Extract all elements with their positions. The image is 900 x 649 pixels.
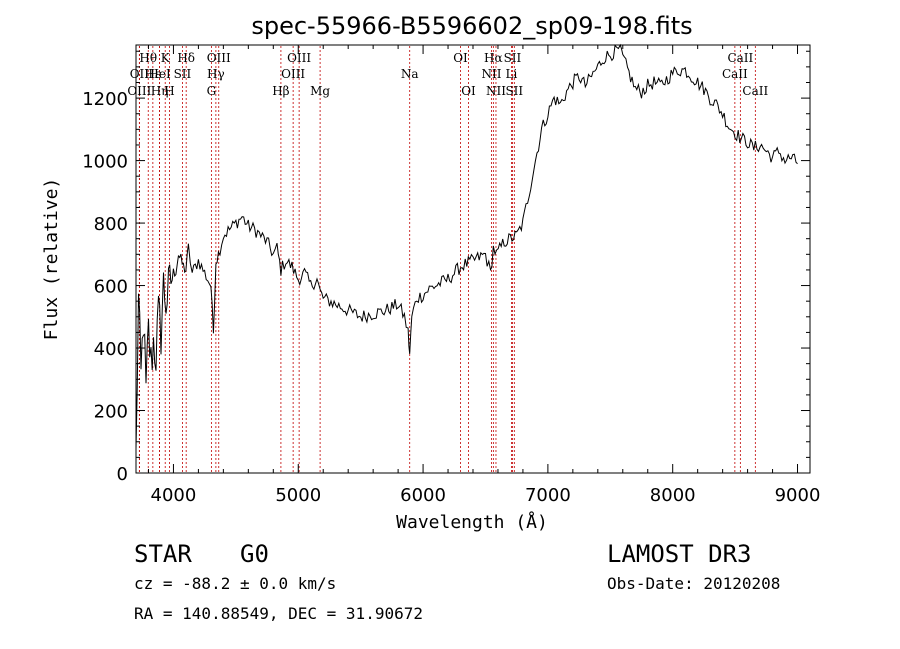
line-label-h: H	[164, 84, 174, 98]
y-tick-label: 800	[94, 214, 128, 235]
line-label-hγ: Hγ	[207, 67, 225, 81]
y-tick-label: 200	[94, 402, 128, 423]
y-axis-ticks: 0 200 400 600 800 1000 1200	[82, 50, 810, 485]
line-label-li: Li	[506, 67, 518, 81]
line-label-hα: Hα	[484, 51, 503, 65]
line-label-hθ: Hθ	[139, 51, 157, 65]
x-axis-label: Wavelength (Å)	[396, 511, 548, 533]
x-axis-ticks: 4000 5000 6000 7000 8000 9000	[147, 45, 821, 506]
object-class: STAR	[134, 540, 192, 568]
sky-coordinates: RA = 140.88549, DEC = 31.90672	[134, 604, 423, 623]
line-label-sii: SII	[174, 67, 192, 81]
line-label-hη: Hη	[151, 84, 169, 98]
line-label-hei: HeI	[148, 67, 171, 81]
line-label-mg: Mg	[310, 84, 330, 98]
line-label-caii: CaII	[722, 67, 748, 81]
line-label-hδ: Hδ	[177, 51, 195, 65]
survey-name: LAMOST DR3	[607, 540, 752, 568]
line-label-na: Na	[401, 67, 419, 81]
line-label-oiii: OIII	[207, 51, 231, 65]
spectrum-line	[135, 43, 798, 449]
line-label-hε: Hε	[145, 67, 162, 81]
line-label-oii: OII	[130, 67, 150, 81]
x-tick-label: 8000	[650, 485, 696, 506]
x-tick-label: 9000	[775, 485, 821, 506]
line-label-oiii: OIII	[281, 67, 305, 81]
line-label-oi: OI	[453, 51, 468, 65]
x-tick-label: 6000	[400, 485, 446, 506]
line-label-nii: NII	[481, 67, 501, 81]
line-label-sii: SII	[505, 84, 523, 98]
y-tick-label: 0	[117, 464, 128, 485]
chart-title: spec-55966-B5596602_sp09-198.fits	[251, 12, 692, 40]
y-axis-label: Flux (relative)	[41, 178, 62, 341]
y-tick-label: 1200	[82, 89, 128, 110]
emission-line-markers	[138, 46, 756, 472]
line-label-oi: OI	[461, 84, 476, 98]
y-tick-label: 1000	[82, 152, 128, 173]
line-label-oiii: OIII	[287, 51, 311, 65]
line-label-oiii: OIII	[127, 84, 151, 98]
line-label-sii: SII	[504, 51, 522, 65]
plot-area-frame	[135, 44, 811, 474]
line-label-caii: CaII	[742, 84, 768, 98]
x-tick-label: 7000	[525, 485, 571, 506]
x-tick-label: 4000	[151, 485, 197, 506]
line-label-hβ: Hβ	[272, 84, 289, 98]
line-label-caii: CaII	[727, 51, 753, 65]
line-label-nii: NII	[486, 84, 506, 98]
line-label-g: G	[207, 84, 217, 98]
redshift-velocity: cz = -88.2 ± 0.0 km/s	[134, 574, 337, 593]
line-label-k: K	[161, 51, 171, 65]
y-tick-label: 400	[94, 339, 128, 360]
y-tick-label: 600	[94, 277, 128, 298]
x-tick-label: 5000	[275, 485, 321, 506]
observation-date: Obs-Date: 20120208	[607, 574, 781, 593]
object-subclass: G0	[240, 540, 269, 568]
